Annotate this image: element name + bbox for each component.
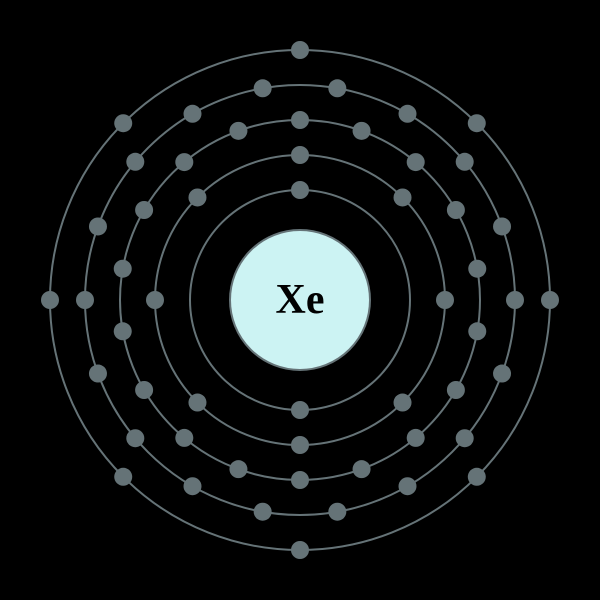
electron-s2-e8 (188, 188, 206, 206)
electron-s3-e7 (447, 381, 465, 399)
electron-s3-e1 (291, 111, 309, 129)
electron-s5-e3 (541, 291, 559, 309)
electron-s3-e4 (447, 201, 465, 219)
electron-s4-e17 (184, 105, 202, 123)
atom-diagram: Xe (0, 0, 600, 600)
electron-s5-e7 (41, 291, 59, 309)
electron-s2-e1 (291, 146, 309, 164)
electron-s4-e15 (89, 217, 107, 235)
electron-s5-e6 (114, 468, 132, 486)
electron-s4-e5 (506, 291, 524, 309)
electron-s4-e1 (328, 79, 346, 97)
electron-s3-e17 (175, 153, 193, 171)
electron-s3-e11 (229, 460, 247, 478)
electron-s4-e8 (399, 477, 417, 495)
electron-s4-e14 (76, 291, 94, 309)
electron-s1-e2 (291, 401, 309, 419)
electron-s5-e5 (291, 541, 309, 559)
electron-s4-e13 (89, 365, 107, 383)
electron-s4-e16 (126, 153, 144, 171)
electron-s1-e1 (291, 181, 309, 199)
electron-s2-e4 (394, 394, 412, 412)
electron-s4-e2 (399, 105, 417, 123)
electron-s3-e2 (353, 122, 371, 140)
electron-s5-e8 (114, 114, 132, 132)
electron-s4-e7 (456, 429, 474, 447)
electron-s3-e18 (229, 122, 247, 140)
electron-s3-e15 (114, 260, 132, 278)
electron-s3-e8 (407, 429, 425, 447)
electron-s4-e12 (126, 429, 144, 447)
electron-s2-e5 (291, 436, 309, 454)
electron-s4-e6 (493, 365, 511, 383)
electron-s4-e3 (456, 153, 474, 171)
electron-s3-e3 (407, 153, 425, 171)
electron-s2-e6 (188, 394, 206, 412)
element-symbol: Xe (276, 277, 325, 323)
electron-s3-e9 (353, 460, 371, 478)
electron-s4-e4 (493, 217, 511, 235)
electron-s2-e3 (436, 291, 454, 309)
electron-s4-e10 (254, 503, 272, 521)
electron-s5-e1 (291, 41, 309, 59)
electron-s5-e2 (468, 114, 486, 132)
electron-s2-e7 (146, 291, 164, 309)
electron-s3-e13 (135, 381, 153, 399)
electron-s4-e11 (184, 477, 202, 495)
electron-s3-e10 (291, 471, 309, 489)
electron-s3-e12 (175, 429, 193, 447)
electron-s3-e16 (135, 201, 153, 219)
electron-s3-e6 (468, 322, 486, 340)
electron-s2-e2 (394, 188, 412, 206)
electron-s3-e14 (114, 322, 132, 340)
electron-s4-e9 (328, 503, 346, 521)
electron-s5-e4 (468, 468, 486, 486)
electron-s3-e5 (468, 260, 486, 278)
electron-s4-e18 (254, 79, 272, 97)
